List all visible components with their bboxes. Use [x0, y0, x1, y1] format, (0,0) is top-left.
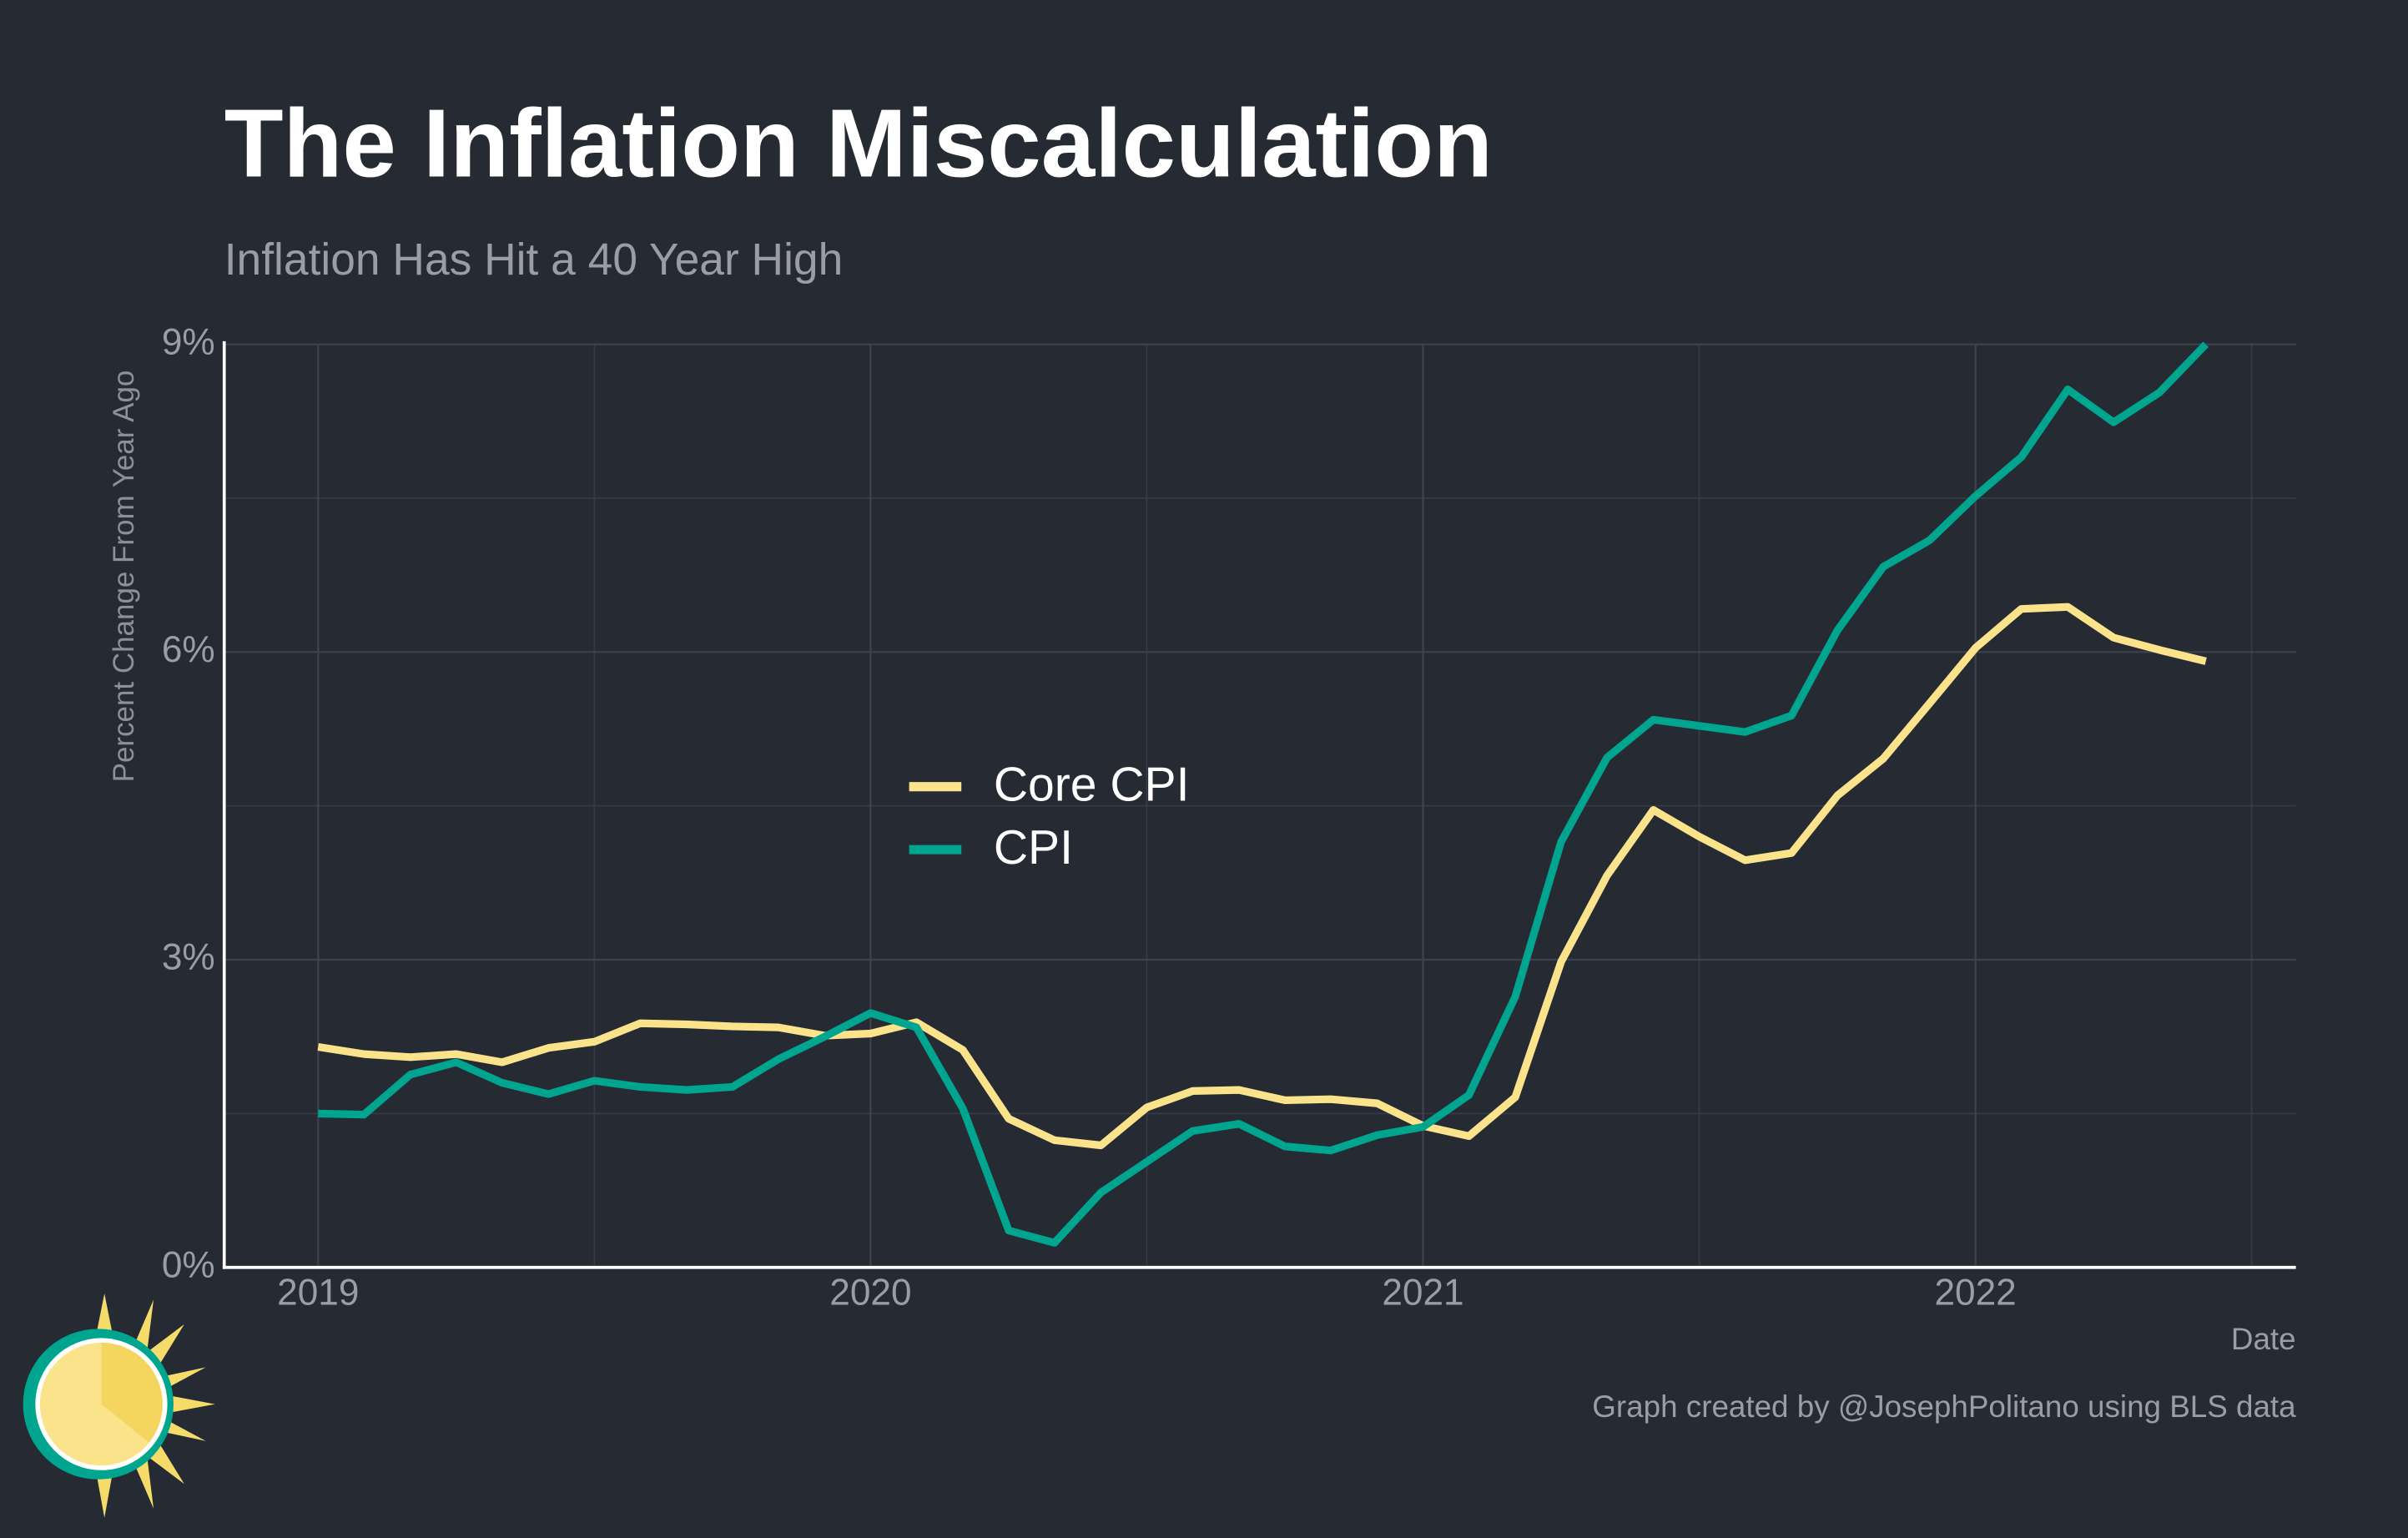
x-axis-label: Date [2231, 1322, 2296, 1356]
y-tick-label: 3% [162, 937, 215, 978]
y-axis-label: Percent Change From Year Ago [108, 371, 140, 783]
y-tick-label: 6% [162, 629, 215, 670]
y-tick-label: 9% [162, 321, 215, 362]
chart-subtitle: Inflation Has Hit a 40 Year High [224, 235, 844, 285]
chart-title: The Inflation Miscalculation [224, 88, 1493, 197]
logo [23, 1293, 215, 1518]
line-series [317, 603, 2207, 1150]
line-series [318, 341, 2209, 1247]
x-tick-label: 2020 [829, 1273, 911, 1314]
x-tick-label: 2022 [1934, 1273, 2016, 1314]
x-tick-label: 2019 [277, 1273, 359, 1314]
caption: Graph created by @JosephPolitano using B… [1592, 1389, 2296, 1424]
y-tick-label: 0% [162, 1244, 215, 1285]
legend-label: Core CPI [994, 759, 1190, 812]
x-tick-label: 2021 [1382, 1273, 1463, 1314]
legend-label: CPI [994, 821, 1073, 875]
